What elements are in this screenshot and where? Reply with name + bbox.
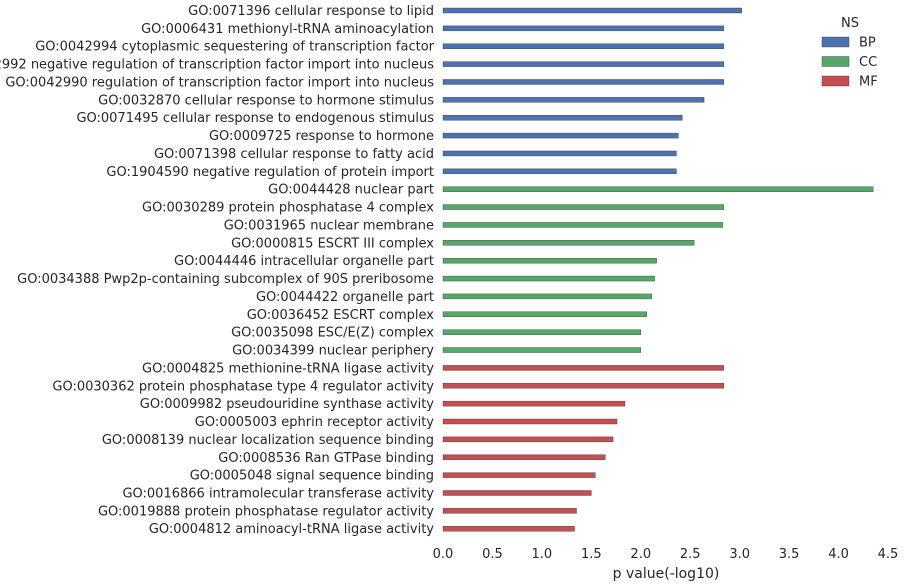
category-label: GO:0042992 negative regulation of transc…	[0, 58, 434, 73]
category-labels: GO:0071396 cellular response to lipid GO:…	[0, 4, 435, 537]
bar-mf	[442, 472, 596, 478]
category-label: GO:0004825 methionine-tRNA ligase activi…	[142, 361, 434, 376]
bar-mf	[442, 400, 626, 407]
bar-cc	[442, 329, 641, 335]
bar-cc	[442, 293, 652, 300]
category-label: GO:0000815 ESCRT III complex	[231, 236, 434, 251]
bar-cc	[442, 222, 724, 228]
category-label: GO:0044446 intracellular organelle part	[174, 254, 434, 269]
bar-bp	[442, 168, 677, 175]
category-label: GO:0005003 ephrin receptor activity	[195, 415, 435, 430]
bar-mf	[442, 490, 592, 496]
legend-swatch-cc	[821, 56, 850, 67]
category-label: GO:0008139 nuclear localization sequence…	[102, 433, 434, 448]
bar-mf	[442, 418, 618, 425]
x-tick-label: 2.0	[630, 547, 651, 562]
bars-layer	[442, 7, 874, 532]
category-label: GO:0042990 regulation of transcription f…	[5, 75, 434, 90]
bar-mf	[442, 436, 614, 443]
x-tick-label: 4.5	[878, 547, 899, 562]
bar-bp	[442, 43, 725, 49]
x-tick-label: 3.5	[779, 547, 800, 562]
bar-bp	[442, 132, 679, 139]
category-label: GO:0034388 Pwp2p-containing subcomplex o…	[17, 272, 434, 287]
x-tick-label: 0.5	[482, 547, 503, 562]
category-label: GO:0004812 aminoacyl-tRNA ligase activit…	[149, 522, 434, 537]
category-label: GO:0009982 pseudouridine synthase activi…	[140, 397, 435, 412]
legend-label-cc: CC	[859, 55, 877, 70]
bar-bp	[442, 79, 725, 85]
x-tick-label: 0.0	[433, 547, 454, 562]
bar-cc	[442, 311, 647, 317]
legend-label-mf: MF	[859, 75, 878, 90]
category-label: GO:0036452 ESCRT complex	[247, 308, 435, 323]
category-label: GO:0044422 organelle part	[256, 290, 434, 305]
legend-entries: BP CC MF	[821, 36, 878, 90]
bar-mf	[442, 383, 725, 389]
category-label: GO:0042994 cytoplasmic sequestering of t…	[35, 40, 434, 55]
category-label: GO:0071495 cellular response to endogeno…	[76, 111, 434, 126]
category-label: GO:0005048 signal sequence binding	[190, 469, 434, 484]
x-tick-label: 2.5	[680, 547, 701, 562]
legend-swatch-bp	[821, 36, 850, 48]
category-label: GO:0034399 nuclear periphery	[232, 344, 434, 359]
bar-cc	[442, 275, 655, 282]
x-tick-label: 1.0	[532, 547, 553, 562]
bar-cc	[442, 240, 695, 246]
legend-swatch-mf	[821, 75, 850, 87]
legend-label-bp: BP	[859, 36, 876, 51]
category-label: GO:0016866 intramolecular transferase ac…	[122, 486, 434, 501]
x-axis-label: p value(-log10)	[613, 566, 720, 582]
x-tick-label: 3.0	[729, 547, 750, 562]
x-tick-label: 4.0	[828, 547, 849, 562]
bar-mf	[442, 508, 577, 514]
category-label: GO:0071396 cellular response to lipid	[188, 4, 434, 19]
bar-bp	[442, 115, 683, 121]
bar-bp	[442, 61, 725, 67]
category-label: GO:0006431 methionyl-tRNA aminoacylation	[141, 22, 434, 37]
bar-mf	[442, 365, 725, 371]
bar-mf	[442, 454, 606, 460]
category-label: GO:0032870 cellular response to hormone …	[98, 93, 434, 108]
bar-cc	[442, 347, 641, 353]
category-label: GO:0071398 cellular response to fatty ac…	[154, 147, 434, 162]
legend-title: NS	[841, 16, 859, 31]
bar-cc	[442, 186, 874, 192]
category-label: GO:0009725 response to hormone	[209, 129, 434, 144]
category-label: GO:0008536 Ran GTPase binding	[218, 451, 434, 466]
bar-cc	[442, 204, 725, 210]
bar-bp	[442, 7, 742, 14]
category-label: GO:0019888 protein phosphatase regulator…	[98, 504, 434, 519]
category-label: GO:0030289 protein phosphatase 4 complex	[142, 201, 434, 216]
bar-bp	[442, 97, 705, 103]
bar-mf	[442, 526, 575, 532]
category-label: GO:0035098 ESC/E(Z) complex	[231, 326, 434, 341]
category-label: GO:1904590 negative regulation of protei…	[106, 165, 434, 180]
bar-cc	[442, 257, 657, 264]
category-label: GO:0030362 protein phosphatase type 4 re…	[52, 379, 434, 394]
x-axis-ticks: 0.0 0.5 1.0 1.5 2.0 2.5 3.0 3.5 4.0 4.5	[433, 547, 899, 562]
legend: NS BP CC MF	[821, 16, 878, 90]
category-label: GO:0031965 nuclear membrane	[224, 218, 434, 233]
x-tick-label: 1.5	[581, 547, 602, 562]
bar-bp	[442, 150, 677, 157]
category-label: GO:0044428 nuclear part	[268, 183, 434, 198]
bar-bp	[442, 25, 725, 32]
